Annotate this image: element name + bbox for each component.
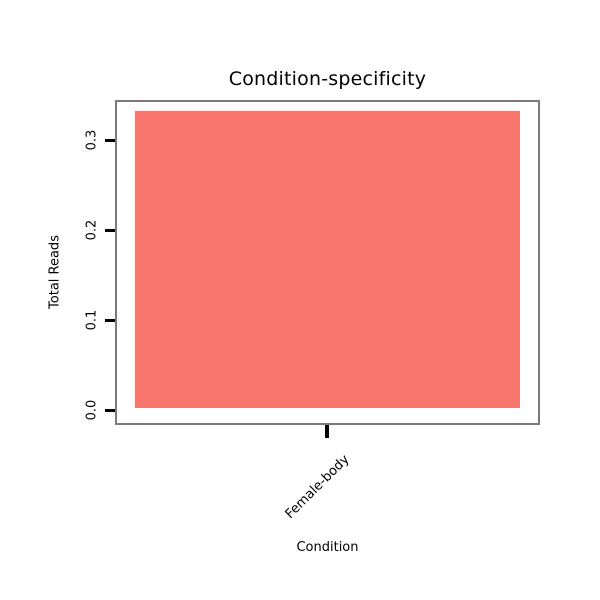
x-tick-mark bbox=[325, 425, 329, 438]
chart-title: Condition-specificity bbox=[228, 68, 427, 90]
y-tick-mark bbox=[105, 138, 115, 142]
y-tick-mark bbox=[105, 408, 115, 412]
y-tick-label: 0.3 bbox=[84, 129, 100, 151]
bar-female-body bbox=[135, 111, 520, 408]
y-tick-label: 0.0 bbox=[84, 399, 100, 421]
y-axis-label: Total Reads bbox=[47, 235, 63, 309]
y-tick-label: 0.2 bbox=[84, 219, 100, 241]
y-tick-mark bbox=[105, 318, 115, 322]
plot-area bbox=[115, 100, 540, 425]
y-tick-label: 0.1 bbox=[84, 309, 100, 331]
x-tick-label-female-body: Female-body bbox=[282, 452, 353, 522]
y-tick-mark bbox=[105, 228, 115, 232]
y-axis-ticks: 0.0 0.1 0.2 0.3 bbox=[0, 0, 115, 600]
x-axis-label: Condition bbox=[296, 540, 359, 555]
